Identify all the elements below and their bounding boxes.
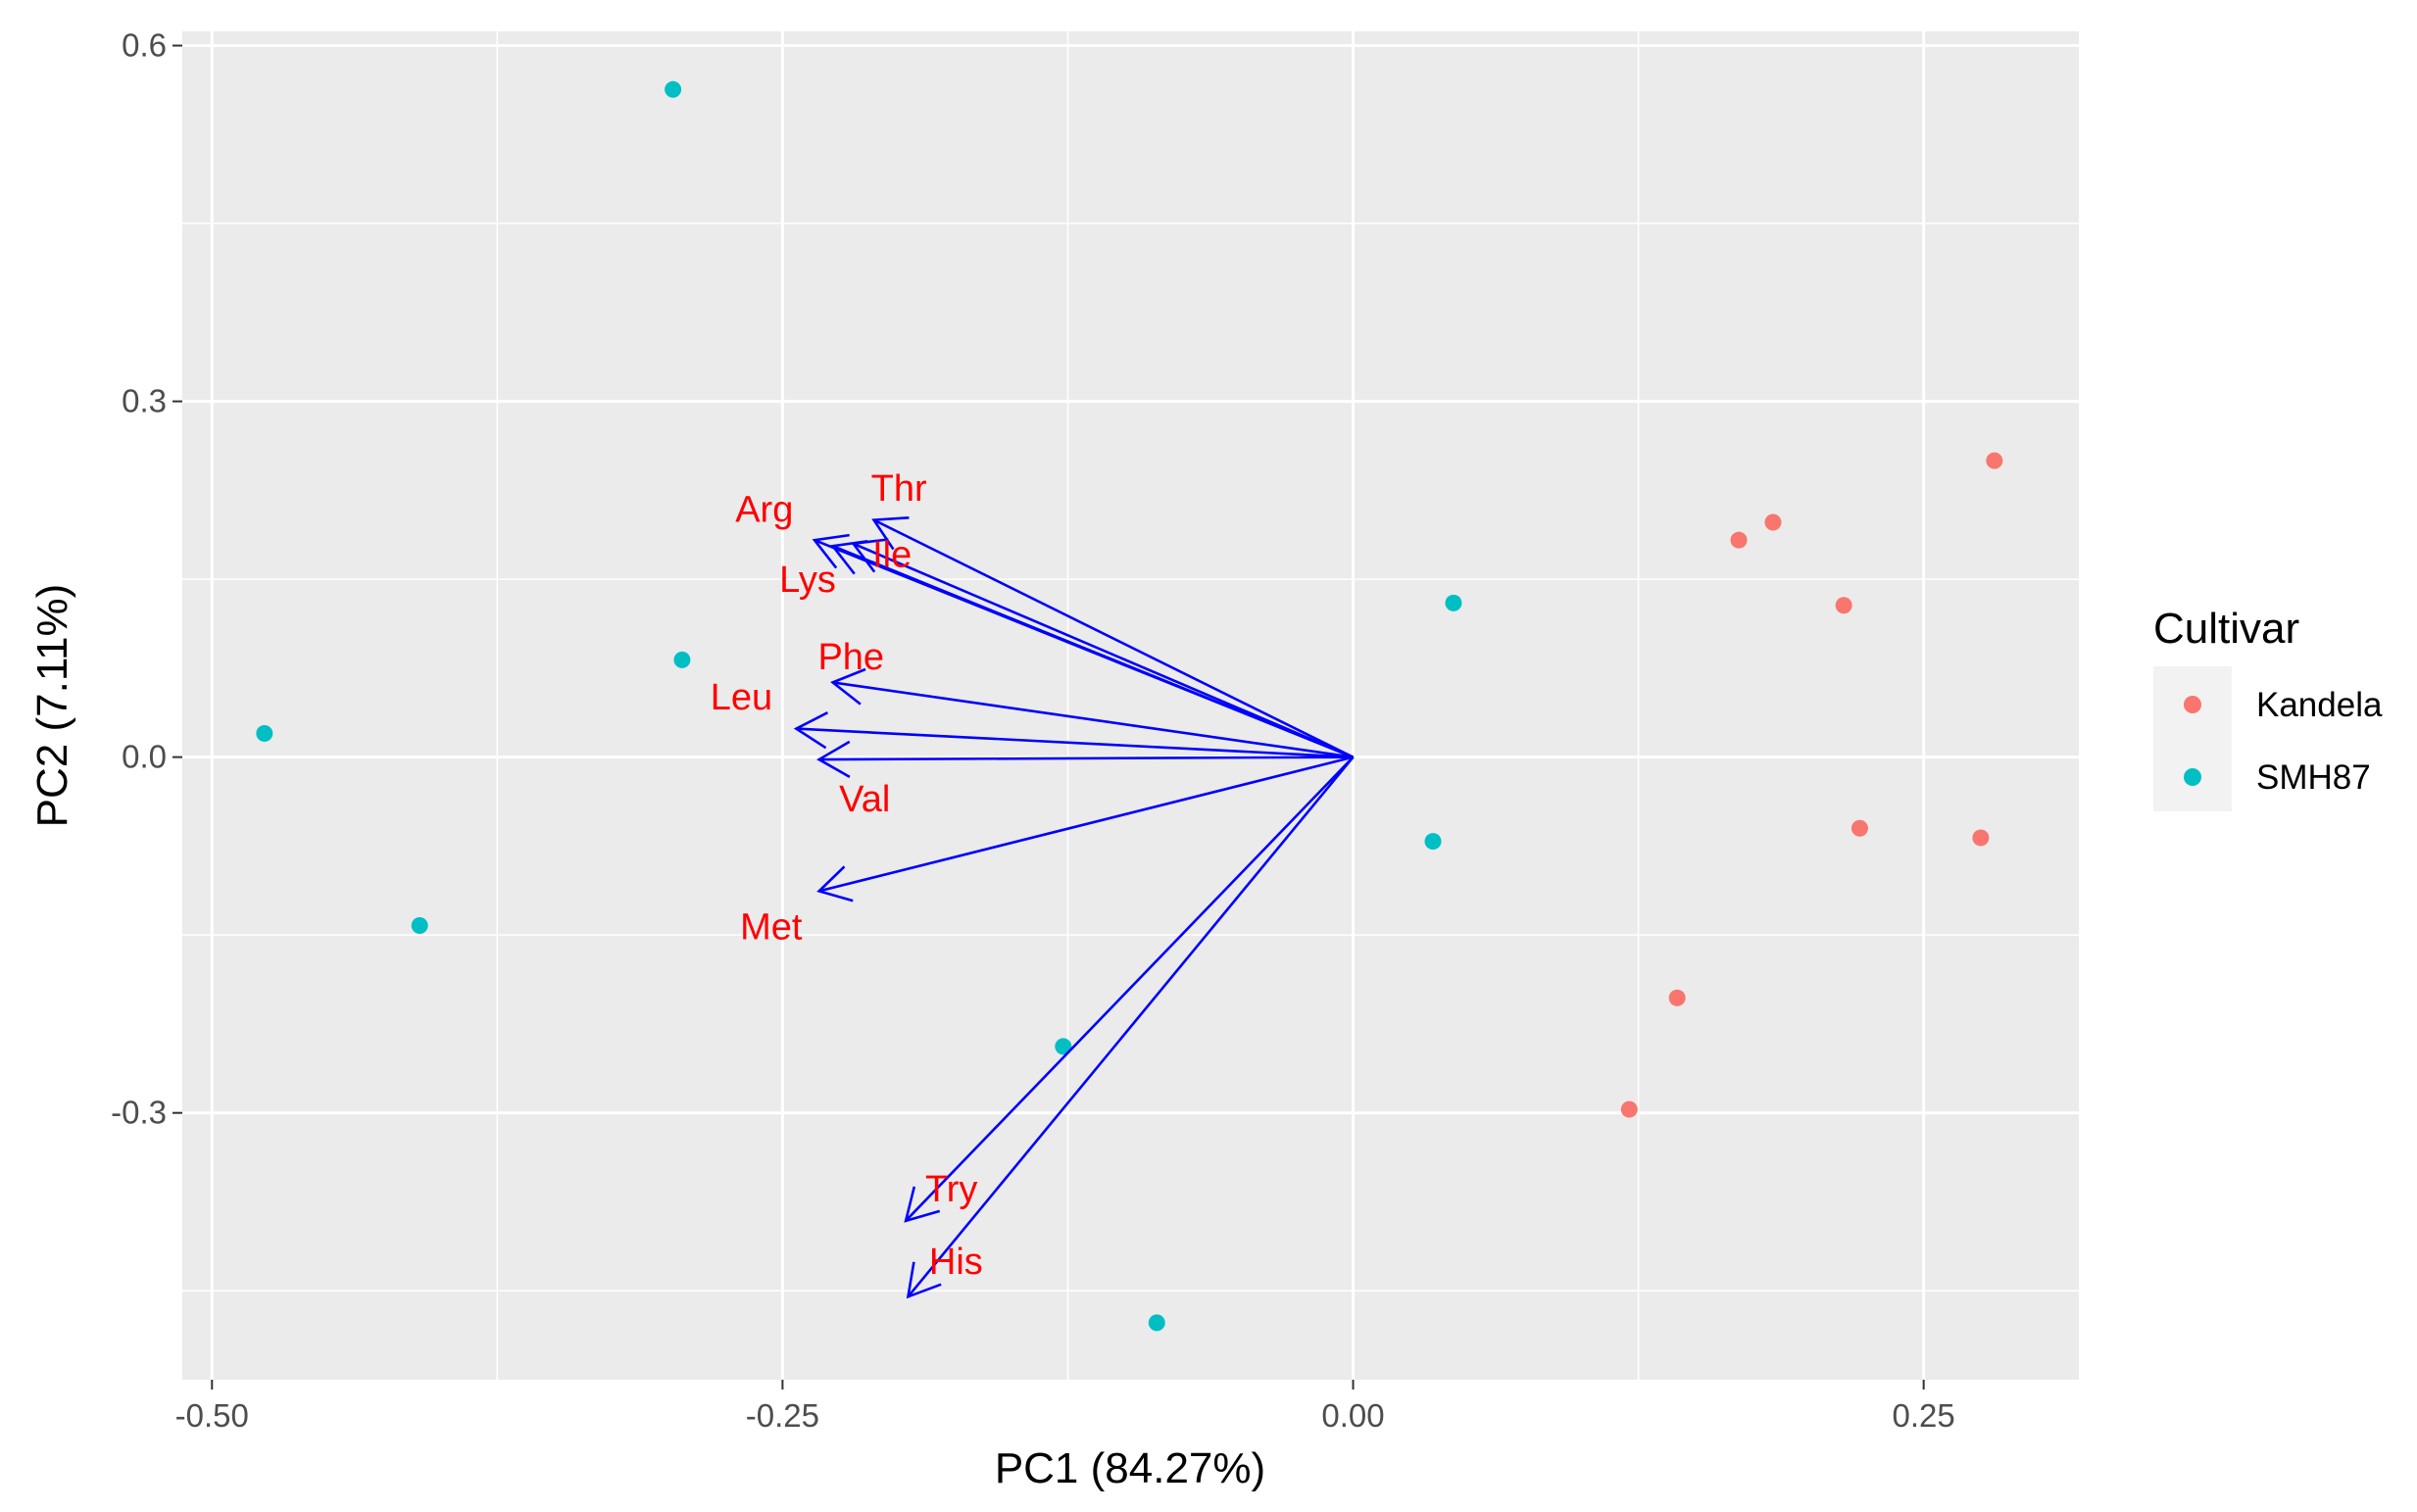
vector-label-ile: Ile [872,535,912,576]
vector-arrowhead-arg [812,533,850,569]
vector-leu [796,727,1354,758]
loading-vectors [793,516,1355,1299]
plot-panel [182,31,2079,1380]
x-tick-label: 0.00 [1321,1397,1384,1434]
x-tick-label: -0.50 [175,1397,249,1434]
y-tick-label: 0.6 [122,27,167,64]
point-smh87 [665,80,682,98]
loading-labels: Thr Arg Ile Lys Phe Leu Val Met Try His [711,468,983,1283]
vector-label-phe: Phe [817,637,884,678]
y-axis-title: PC2 (7.11%) [28,584,76,828]
data-points [256,80,2003,1332]
point-kandela [1620,1100,1638,1118]
vector-label-thr: Thr [871,468,927,510]
legend-key-smh87 [2184,768,2201,786]
point-kandela [1764,513,1782,531]
point-smh87 [1148,1314,1165,1332]
vector-met [818,756,1354,893]
vector-label-arg: Arg [735,490,793,531]
vector-arrowhead-his [906,1261,942,1299]
vector-try [905,756,1355,1222]
point-kandela [1668,989,1686,1006]
vector-arrowhead-lys [830,539,868,575]
legend-title: Cultivar [2153,605,2299,653]
vector-his [907,756,1355,1298]
x-tick-label: -0.25 [746,1397,819,1434]
vector-lys [832,545,1355,758]
vector-arrowhead-phe [830,667,866,706]
point-kandela [1986,452,2003,469]
vector-arrowhead-val [816,740,851,779]
point-kandela [1972,829,1990,847]
point-smh87 [1445,594,1462,611]
vector-phe [832,681,1354,758]
point-smh87 [256,724,273,742]
legend-label-kandela: Kandela [2256,686,2383,724]
vector-label-his: His [929,1242,983,1283]
vector-val [818,756,1354,761]
y-axis: 0.6 0.3 0.0 -0.3 [111,27,182,1131]
point-kandela [1835,597,1852,614]
point-kandela [1730,531,1748,549]
vector-label-val: Val [839,779,890,820]
vector-label-leu: Leu [711,677,772,718]
point-smh87 [1424,833,1442,851]
point-kandela [1850,819,1868,837]
x-tick-label: 0.25 [1893,1397,1955,1434]
vector-arrowhead-met [816,865,854,902]
legend-label-smh87: SMH87 [2256,758,2371,797]
legend-key-background [2153,666,2232,811]
vector-label-met: Met [740,907,803,949]
point-smh87 [673,651,691,668]
x-axis-title: PC1 (84.27%) [995,1444,1265,1492]
x-axis: -0.50 -0.25 0.00 0.25 [175,1380,1955,1434]
legend-items: Kandela SMH87 [2184,686,2383,797]
y-tick-label: 0.3 [122,383,167,419]
minor-gridlines [182,31,2079,1380]
legend-key-kandela [2184,696,2201,713]
legend: Cultivar Kandela SMH87 [2153,605,2383,811]
point-smh87 [411,916,428,934]
vector-arrowhead-try [904,1186,941,1223]
y-tick-label: -0.3 [111,1095,167,1131]
vector-thr [872,518,1355,758]
vector-ile [853,542,1355,758]
vector-label-try: Try [925,1169,977,1210]
point-smh87 [1055,1038,1072,1055]
vector-arrowhead-leu [793,711,829,750]
y-tick-label: 0.0 [122,739,167,775]
vector-label-lys: Lys [779,560,836,601]
